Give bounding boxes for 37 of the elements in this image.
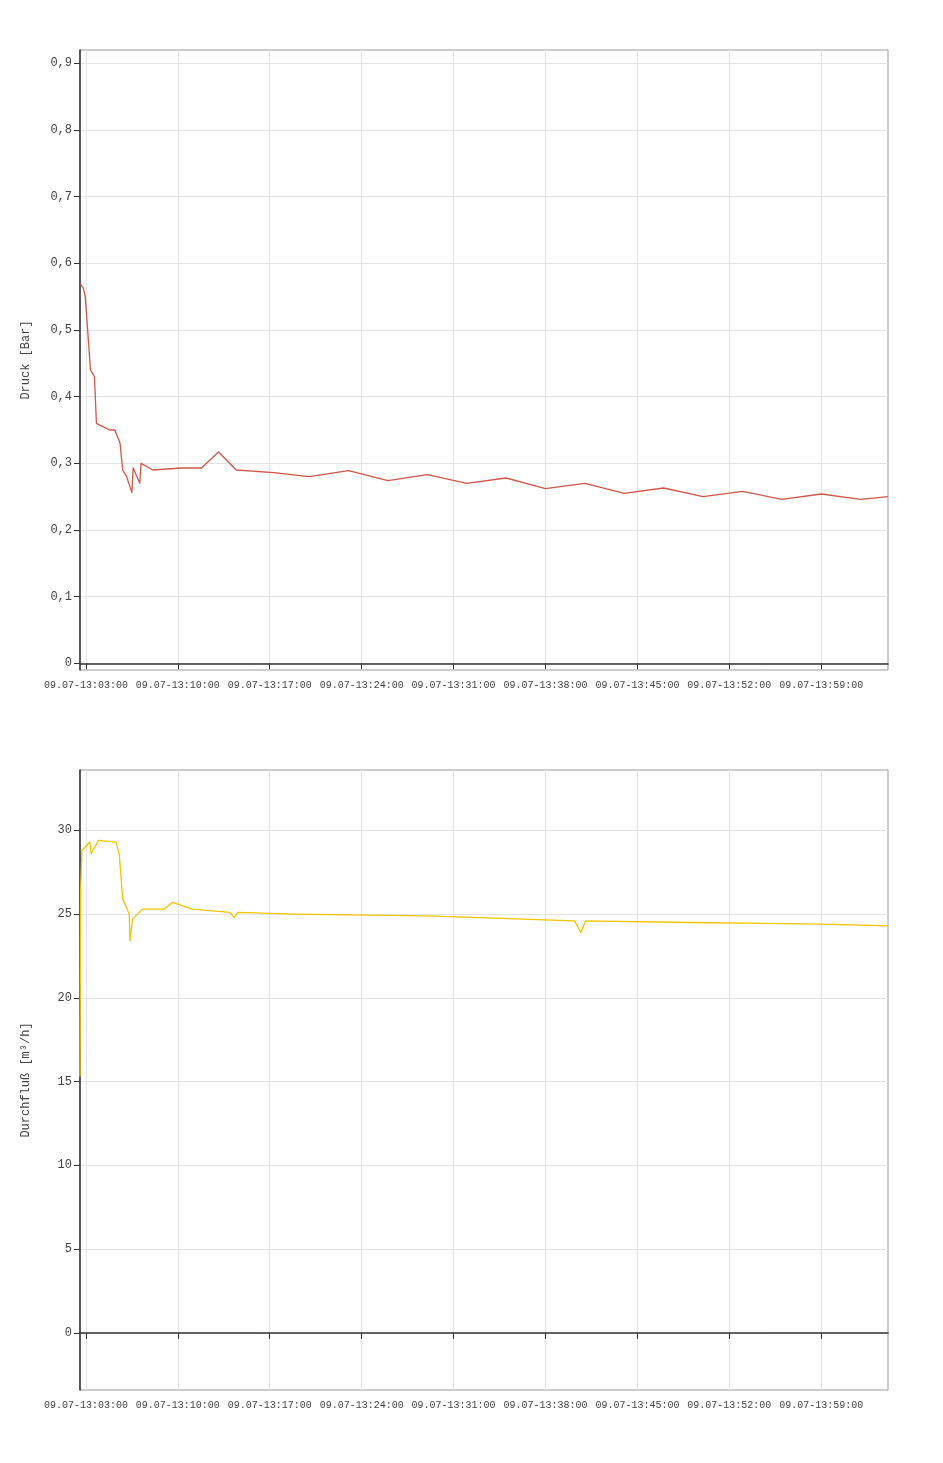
x-tick-label: 09.07-13:24:00: [319, 1399, 404, 1411]
x-tick-label: 09.07-13:31:00: [411, 1399, 496, 1411]
y-axis-title: Druck [Bar]: [19, 320, 33, 400]
y-tick-label: 30: [57, 823, 72, 838]
x-tick-label: 09.07-13:59:00: [779, 679, 864, 691]
x-tick-label: 09.07-13:31:00: [411, 679, 496, 691]
x-tick-label: 09.07-13:17:00: [227, 1399, 312, 1411]
x-tick-label: 09.07-13:03:00: [43, 679, 128, 691]
x-tick-label: 09.07-13:38:00: [503, 679, 588, 691]
y-tick-label: 10: [57, 1158, 72, 1173]
x-tick-label: 09.07-13:24:00: [319, 679, 404, 691]
y-tick-label: 5: [64, 1242, 72, 1257]
x-tick-label: 09.07-13:52:00: [687, 1399, 772, 1411]
y-axis-title: Durchfluß [m³/h]: [19, 1022, 33, 1138]
x-tick-label: 09.07-13:38:00: [503, 1399, 588, 1411]
y-tick-label: 25: [57, 907, 72, 922]
x-tick-label: 09.07-13:10:00: [135, 1399, 220, 1411]
x-tick-label: 09.07-13:45:00: [595, 679, 680, 691]
y-tick-label: 15: [57, 1074, 72, 1089]
x-tick-label: 09.07-13:59:00: [779, 1399, 864, 1411]
x-tick-label: 09.07-13:10:00: [135, 679, 220, 691]
y-tick-label: 0: [64, 656, 72, 671]
y-tick-label: 0,7: [50, 189, 72, 204]
y-tick-label: 0,6: [50, 256, 72, 271]
y-tick-label: 0,5: [50, 323, 72, 337]
x-tick-label: 09.07-13:03:00: [43, 1399, 128, 1411]
y-tick-label: 0,8: [50, 123, 72, 137]
y-tick-label: 0,4: [50, 389, 72, 404]
y-tick-label: 0,1: [50, 589, 72, 604]
y-tick-label: 0,9: [50, 56, 72, 71]
x-tick-label: 09.07-13:45:00: [595, 1399, 680, 1411]
y-tick-label: 0: [64, 1326, 72, 1341]
x-tick-label: 09.07-13:52:00: [687, 679, 772, 691]
y-tick-label: 0,2: [50, 523, 72, 537]
y-tick-label: 20: [57, 990, 72, 1005]
x-tick-label: 09.07-13:17:00: [227, 679, 312, 691]
y-tick-label: 0,3: [50, 456, 72, 471]
